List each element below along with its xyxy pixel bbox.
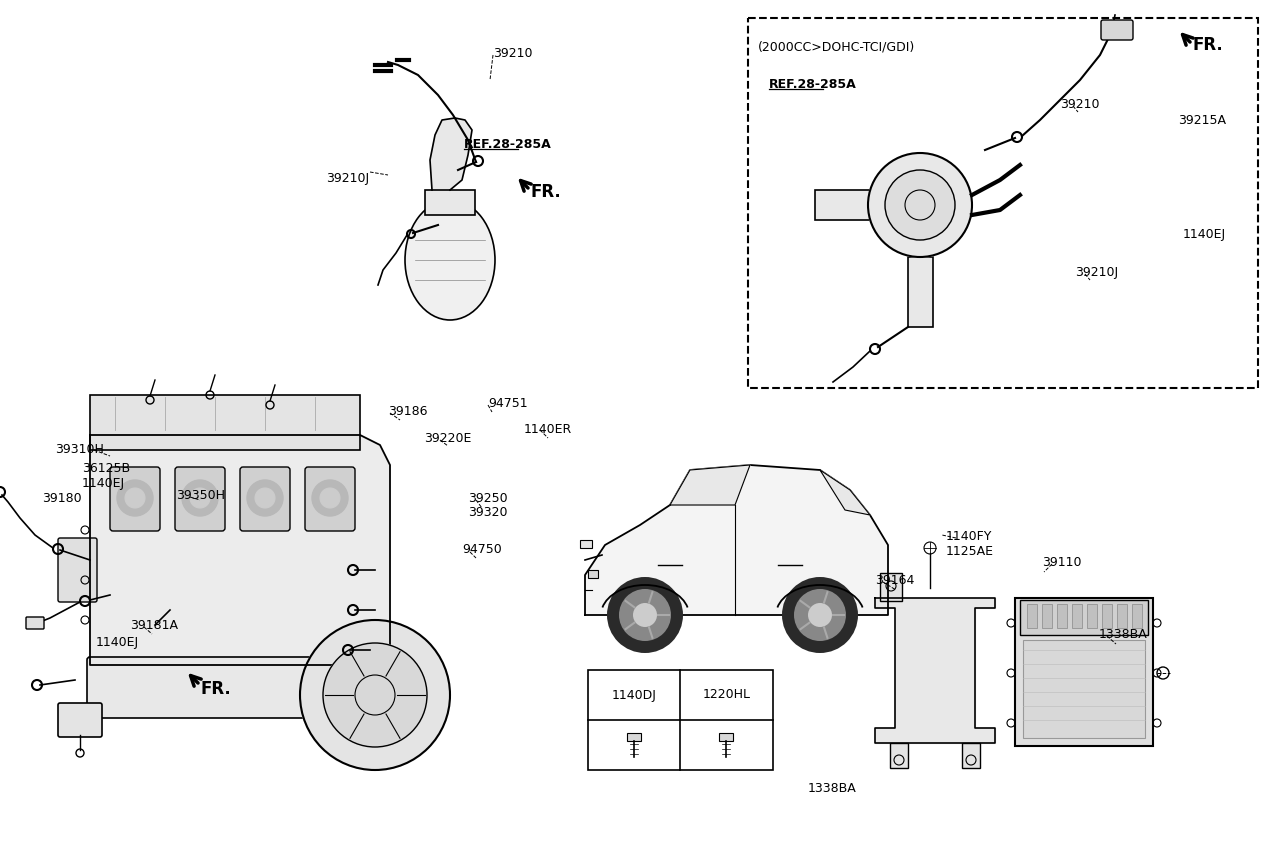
Text: 1140EJ: 1140EJ [1183, 228, 1227, 241]
Text: 39210: 39210 [493, 47, 533, 60]
Circle shape [632, 603, 657, 627]
Text: FR.: FR. [530, 183, 561, 201]
FancyBboxPatch shape [57, 538, 97, 602]
Text: (2000CC>DOHC-TCI/GDI): (2000CC>DOHC-TCI/GDI) [759, 40, 915, 53]
Text: 1140FY: 1140FY [946, 530, 992, 543]
Bar [91, 395, 360, 450]
Text: 39180: 39180 [42, 492, 82, 505]
Circle shape [300, 620, 450, 770]
Polygon shape [875, 598, 994, 743]
Bar [1132, 604, 1142, 628]
Circle shape [320, 488, 340, 508]
Bar [588, 570, 598, 578]
Text: 39164: 39164 [875, 574, 914, 587]
Text: FR.: FR. [200, 680, 231, 698]
Bar [1117, 604, 1127, 628]
Text: 1140DJ: 1140DJ [611, 689, 657, 701]
Polygon shape [585, 465, 887, 615]
Text: 39110: 39110 [1042, 556, 1081, 569]
Bar [1042, 604, 1052, 628]
Text: 1220HL: 1220HL [703, 689, 750, 701]
Text: 1140EJ: 1140EJ [82, 477, 125, 490]
FancyBboxPatch shape [26, 617, 45, 629]
Bar [719, 733, 733, 741]
Circle shape [794, 589, 847, 641]
Circle shape [247, 480, 283, 516]
Bar [588, 670, 773, 770]
Bar [963, 743, 980, 768]
Text: 39320: 39320 [468, 506, 507, 519]
FancyBboxPatch shape [1102, 20, 1133, 40]
Polygon shape [820, 470, 870, 515]
Polygon shape [669, 465, 750, 505]
Bar [1023, 640, 1145, 738]
Bar [580, 540, 592, 548]
Text: 39250: 39250 [468, 492, 507, 505]
Bar [1102, 604, 1112, 628]
Circle shape [323, 643, 427, 747]
Text: REF.28-285A: REF.28-285A [769, 78, 857, 91]
Text: 39220E: 39220E [425, 432, 472, 445]
Text: FR.: FR. [1192, 36, 1223, 54]
Text: 1338BA: 1338BA [1099, 628, 1148, 641]
Text: 39186: 39186 [388, 405, 427, 418]
FancyBboxPatch shape [110, 467, 159, 531]
Bar [748, 18, 1258, 388]
FancyBboxPatch shape [57, 703, 102, 737]
Text: 39210J: 39210J [1075, 266, 1118, 279]
Text: 1140ER: 1140ER [524, 423, 572, 436]
Bar [880, 573, 901, 601]
Bar [1072, 604, 1082, 628]
Text: 1338BA: 1338BA [808, 782, 857, 795]
Text: 36125B: 36125B [82, 462, 130, 475]
Text: 39210J: 39210J [326, 172, 370, 185]
Text: 39310H: 39310H [55, 443, 103, 456]
Circle shape [782, 577, 858, 653]
FancyBboxPatch shape [305, 467, 354, 531]
Circle shape [117, 480, 153, 516]
Text: 39210: 39210 [1060, 98, 1099, 111]
Circle shape [618, 589, 671, 641]
FancyBboxPatch shape [87, 657, 363, 718]
Circle shape [255, 488, 275, 508]
Ellipse shape [405, 200, 495, 320]
Text: 39350H: 39350H [176, 489, 224, 502]
FancyBboxPatch shape [175, 467, 224, 531]
Circle shape [808, 603, 833, 627]
Circle shape [607, 577, 683, 653]
Bar [1057, 604, 1067, 628]
Bar [627, 733, 641, 741]
Bar [815, 190, 870, 220]
Text: 39215A: 39215A [1178, 114, 1227, 127]
Circle shape [182, 480, 218, 516]
Text: 1125AE: 1125AE [946, 545, 994, 558]
Bar [425, 190, 476, 215]
Circle shape [190, 488, 210, 508]
FancyBboxPatch shape [240, 467, 289, 531]
Polygon shape [430, 118, 472, 190]
Text: 1140EJ: 1140EJ [96, 636, 139, 649]
Circle shape [125, 488, 145, 508]
Text: REF.28-285A: REF.28-285A [464, 138, 552, 151]
Polygon shape [91, 435, 390, 665]
Text: 94750: 94750 [462, 543, 502, 556]
Bar [1015, 598, 1153, 746]
Bar [890, 743, 908, 768]
Bar [1026, 604, 1037, 628]
Bar [1020, 600, 1148, 635]
Bar [1088, 604, 1096, 628]
Circle shape [868, 153, 972, 257]
Text: 94751: 94751 [488, 397, 528, 410]
Circle shape [885, 170, 955, 240]
Circle shape [312, 480, 348, 516]
Text: 39181A: 39181A [130, 619, 178, 632]
Bar [908, 257, 933, 327]
